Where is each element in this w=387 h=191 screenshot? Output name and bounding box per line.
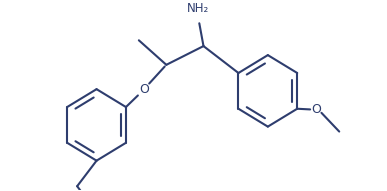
Text: O: O [139,83,149,96]
Text: O: O [311,103,321,116]
Text: NH₂: NH₂ [187,2,209,15]
